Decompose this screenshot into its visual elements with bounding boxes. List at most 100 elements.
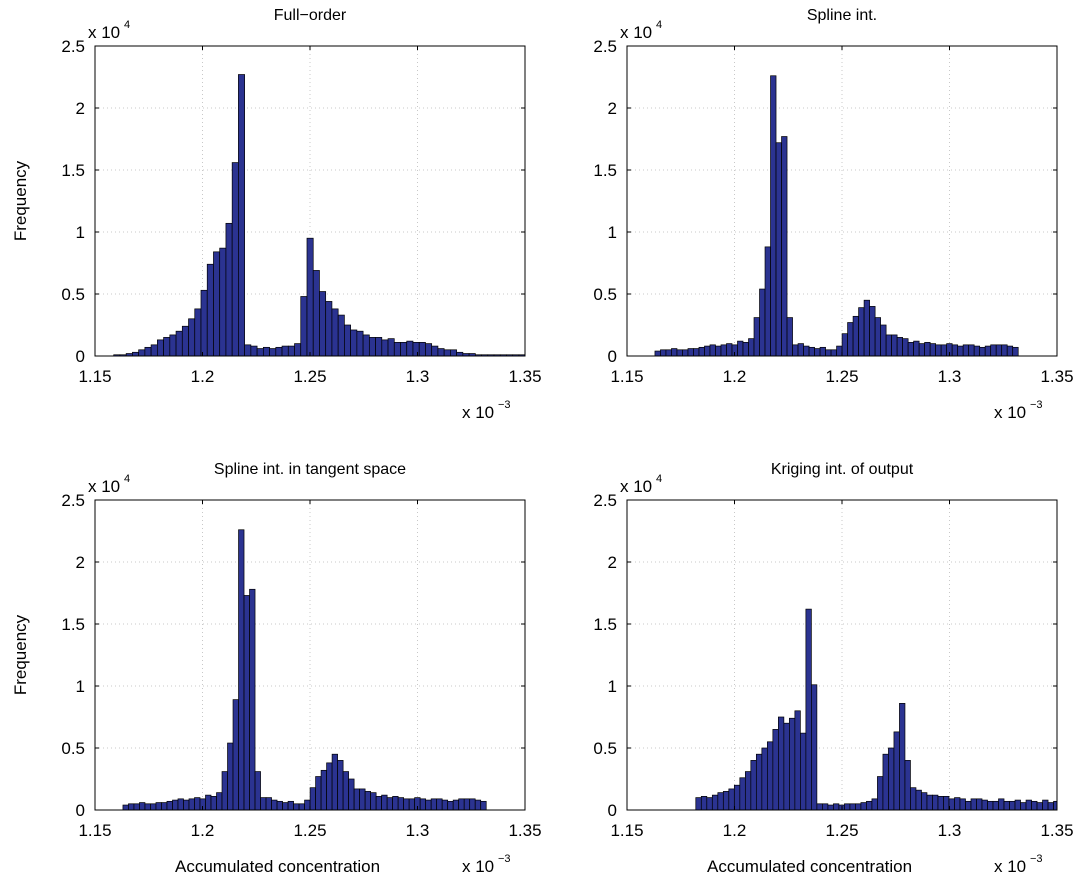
- histogram-bar: [720, 344, 727, 357]
- histogram-bar: [381, 794, 388, 811]
- histogram-bar: [852, 315, 859, 357]
- histogram-bar: [436, 798, 443, 811]
- histogram-bar: [932, 794, 939, 811]
- y-exponent-label: 4: [656, 473, 662, 485]
- histogram-bar: [849, 803, 856, 811]
- y-tick-label: 1: [76, 223, 85, 242]
- histogram-bar: [213, 251, 221, 357]
- histogram-bar: [918, 343, 925, 357]
- histogram-bar: [122, 804, 129, 811]
- histogram-bar: [362, 334, 370, 357]
- histogram-bar: [880, 324, 887, 357]
- histogram-bar: [899, 703, 906, 811]
- histogram-bar: [800, 732, 807, 811]
- histogram-bar: [778, 716, 785, 811]
- x-tick-label: 1.3: [938, 367, 962, 386]
- histogram-bar: [287, 800, 294, 811]
- histogram-bar: [205, 794, 212, 811]
- histogram-bar: [728, 788, 735, 811]
- histogram-bar: [869, 306, 876, 357]
- histogram-bar: [671, 348, 678, 357]
- histogram-bar: [139, 802, 146, 811]
- histogram-bar: [759, 288, 766, 357]
- histogram-bar: [221, 771, 228, 811]
- histogram-bar: [962, 344, 970, 357]
- x-tick-label: 1.2: [723, 367, 747, 386]
- x-exponent-label: −3: [498, 399, 511, 411]
- histogram-bar: [855, 803, 862, 811]
- histogram-panel-2: 1.15 1.2 1.25 1.3 1.35 0 0.5 1 1.5 2 2.5 Spline int…: [593, 7, 1073, 422]
- histogram-bar: [789, 717, 796, 811]
- histogram-bar: [392, 796, 399, 811]
- x-tick-label: 1.35: [1040, 821, 1073, 840]
- histogram-bar: [353, 788, 360, 811]
- histogram-bar: [450, 349, 457, 357]
- histogram-bar: [183, 799, 190, 811]
- histogram-bar: [276, 800, 283, 811]
- x-tick-label: 1.35: [508, 821, 541, 840]
- histogram-bar: [412, 342, 420, 357]
- histogram-bar: [227, 742, 234, 811]
- histogram-bar: [998, 798, 1005, 811]
- histogram-bar: [772, 729, 779, 811]
- histogram-bar: [695, 797, 702, 811]
- histogram-bar: [693, 348, 700, 357]
- histogram-bar: [781, 136, 788, 357]
- x-tick-label: 1.15: [78, 367, 111, 386]
- x-exponent-label: −3: [1030, 399, 1043, 411]
- y-tick-label: 0.5: [593, 739, 617, 758]
- x-tick-label: 1.2: [191, 821, 215, 840]
- chart-title: Spline int.: [807, 7, 877, 24]
- histogram-bar: [344, 324, 351, 357]
- x-tick-label: 1.3: [406, 821, 430, 840]
- histogram-bar: [298, 803, 305, 811]
- histogram-bar: [469, 798, 476, 811]
- histogram-bar: [1012, 346, 1019, 357]
- histogram-bar: [350, 329, 358, 357]
- histogram-bar: [331, 753, 338, 811]
- histogram-bar: [981, 799, 988, 811]
- histogram-bar: [706, 797, 713, 811]
- y-tick-label: 1.5: [61, 161, 85, 180]
- histogram-bar: [904, 760, 911, 811]
- x-tick-label: 1.35: [508, 367, 541, 386]
- histogram-bar: [1053, 800, 1058, 811]
- histogram-bar: [216, 792, 223, 811]
- histogram-bar: [177, 798, 184, 811]
- histogram-bar: [408, 798, 416, 811]
- y-tick-label: 1.5: [61, 615, 85, 634]
- histogram-bar: [654, 350, 661, 357]
- histogram-bar: [665, 349, 672, 357]
- histogram-bar: [269, 348, 277, 357]
- histogram-bar: [293, 803, 300, 811]
- histogram-bar: [133, 803, 140, 811]
- histogram-bar: [206, 263, 214, 357]
- histogram-bar: [874, 317, 881, 357]
- histogram-bar: [921, 792, 928, 811]
- x-exponent-label: −3: [498, 853, 511, 865]
- histogram-bar: [858, 307, 865, 357]
- y-axis-label: Frequency: [11, 614, 30, 695]
- histogram-bar: [1047, 802, 1054, 811]
- histogram-bar: [260, 797, 267, 811]
- histogram-bar: [700, 796, 708, 811]
- histogram-bar: [940, 344, 948, 357]
- histogram-bar: [660, 349, 667, 357]
- histogram-bar: [348, 778, 355, 811]
- y-tick-label: 2: [76, 99, 85, 118]
- x-tick-label: 1.15: [78, 821, 111, 840]
- histogram-bar: [951, 344, 959, 357]
- histogram-bar: [866, 800, 873, 811]
- histogram-bar: [786, 317, 793, 357]
- histogram-bar: [250, 345, 258, 357]
- histogram-bar: [915, 789, 922, 811]
- histogram-bar: [755, 753, 763, 811]
- histogram-bar: [744, 771, 752, 811]
- y-tick-label: 2.5: [593, 37, 617, 56]
- histogram-bar: [315, 776, 322, 811]
- histogram-bar: [456, 351, 464, 357]
- histogram-bar: [959, 798, 966, 811]
- histogram-bar: [403, 798, 410, 811]
- x-axis-label: Accumulated concentration: [707, 857, 912, 876]
- histogram-panel-4: 1.15 1.2 1.25 1.3 1.35 0 0.5 1 1.5 2 2.5 Kriging in…: [593, 461, 1073, 876]
